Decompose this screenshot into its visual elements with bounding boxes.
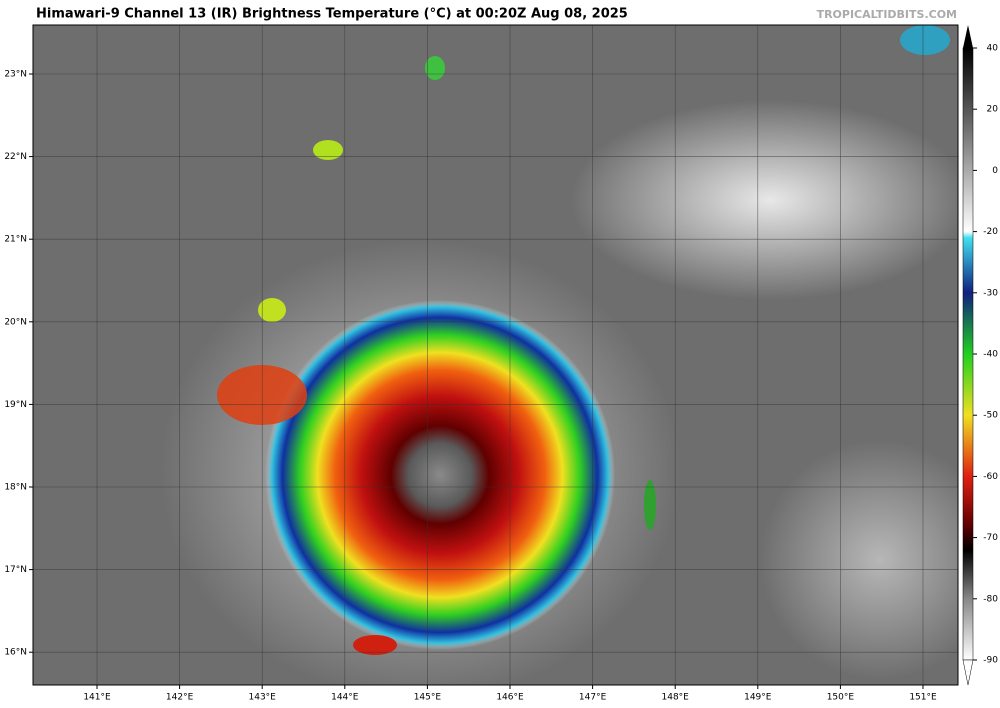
colorbar-label: -20 <box>983 227 998 237</box>
title: Himawari-9 Channel 13 (IR) Brightness Te… <box>36 7 628 22</box>
lat-label: 21°N <box>4 235 27 245</box>
cell <box>900 25 950 55</box>
lon-label: 148°E <box>662 693 690 703</box>
colorbar <box>962 47 974 661</box>
cell <box>425 56 445 80</box>
lat-label: 19°N <box>4 400 27 410</box>
lon-label: 150°E <box>827 693 855 703</box>
map-frame <box>32 24 959 686</box>
colorbar-bottom <box>962 659 974 686</box>
colorbar-label: 0 <box>992 166 998 176</box>
lat-label: 22°N <box>4 152 27 162</box>
satellite-image <box>33 25 958 685</box>
cell <box>644 480 656 530</box>
lat-label: 23°N <box>4 70 27 80</box>
lat-label: 17°N <box>4 565 27 575</box>
lon-label: 144°E <box>331 693 359 703</box>
lon-label: 149°E <box>744 693 772 703</box>
lon-label: 146°E <box>496 693 524 703</box>
colorbar-label: -90 <box>983 656 998 666</box>
colorbar-label: -50 <box>983 411 998 421</box>
cell <box>313 140 343 160</box>
colorbar-label: -70 <box>983 533 998 543</box>
lon-label: 147°E <box>579 693 607 703</box>
lon-label: 143°E <box>249 693 277 703</box>
lat-label: 18°N <box>4 483 27 493</box>
colorbar-top <box>963 25 973 48</box>
colorbar-label: -40 <box>983 350 998 360</box>
graticule <box>33 25 958 685</box>
cloud <box>760 440 958 680</box>
storm <box>265 300 615 650</box>
colorbar-label: -30 <box>983 288 998 298</box>
colorbar-label: -80 <box>983 594 998 604</box>
lon-label: 142°E <box>166 693 194 703</box>
lat-label: 20°N <box>4 317 27 327</box>
lon-label: 145°E <box>414 693 442 703</box>
cell <box>353 635 397 655</box>
cell <box>258 298 286 322</box>
colorbar-label: 20 <box>987 105 999 115</box>
cloud <box>570 100 958 300</box>
lon-label: 151°E <box>909 693 937 703</box>
lat-label: 16°N <box>4 648 27 658</box>
lon-label: 141°E <box>83 693 111 703</box>
colorbar-label: 40 <box>987 44 999 54</box>
source: TROPICALTIDBITS.COM <box>817 8 957 21</box>
colorbar-label: -60 <box>983 472 998 482</box>
